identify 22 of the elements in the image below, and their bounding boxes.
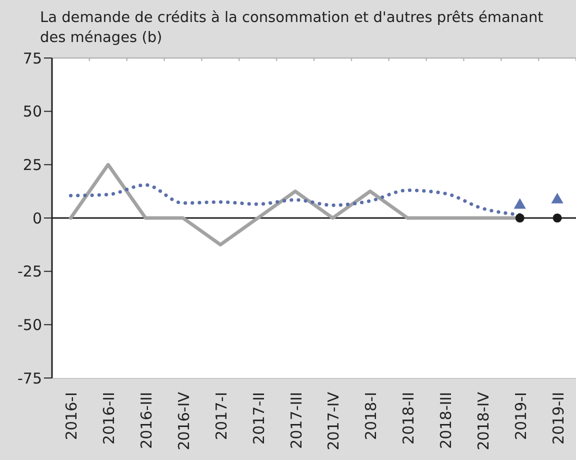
x-tick-label: 2017-II bbox=[250, 392, 268, 444]
x-tick-label: 2016-II bbox=[100, 392, 118, 444]
x-tick-label: 2016-III bbox=[138, 392, 156, 449]
y-tick-label: 75 bbox=[22, 49, 42, 68]
y-tick-label: -25 bbox=[18, 262, 42, 281]
x-tick-label: 2018-III bbox=[437, 392, 455, 449]
x-tick-label: 2018-II bbox=[400, 392, 418, 444]
x-tick-label: 2016-IV bbox=[175, 391, 193, 450]
x-tick-label: 2017-IV bbox=[324, 391, 343, 450]
x-tick-label: 2018-IV bbox=[474, 391, 492, 450]
x-tick-label: 2016-I bbox=[62, 392, 81, 440]
chart-title: La demande de crédits à la consommation et d'autres prêts émanant des ménages (b) bbox=[40, 9, 544, 48]
x-tick-label: 2019-II bbox=[549, 392, 568, 444]
x-tick-label: 2018-I bbox=[362, 392, 380, 440]
y-tick-label: 25 bbox=[22, 156, 42, 174]
x-tick-label: 2017-I bbox=[212, 392, 230, 440]
y-tick-label: -50 bbox=[18, 316, 42, 334]
y-tick-label: 50 bbox=[22, 102, 42, 121]
y-tick-label: 0 bbox=[32, 209, 42, 228]
x-tick-label: 2019-I bbox=[512, 392, 530, 440]
x-tick-label: 2017-III bbox=[287, 392, 306, 449]
y-tick-label: -75 bbox=[18, 369, 42, 388]
